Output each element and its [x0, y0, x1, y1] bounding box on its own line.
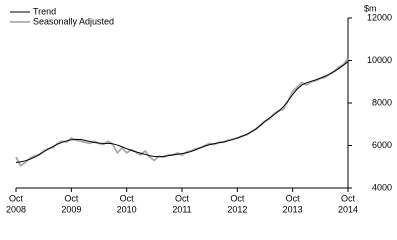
- x-tick-label: 2013: [283, 204, 303, 214]
- x-tick-label: Oct: [341, 193, 356, 203]
- x-tick-label: 2012: [227, 204, 247, 214]
- y-tick-label: 10000: [367, 55, 392, 65]
- x-tick-label: Oct: [9, 193, 24, 203]
- chart: $m 4000600080001000012000Oct2008Oct2009O…: [6, 3, 392, 214]
- legend-label: Seasonally Adjusted: [33, 16, 114, 26]
- x-tick-label: 2009: [61, 204, 81, 214]
- x-tick-label: Oct: [230, 193, 245, 203]
- legend-label: Trend: [33, 6, 56, 16]
- series-line: [15, 57, 349, 167]
- y-unit: $m: [364, 3, 377, 13]
- x-tick-label: Oct: [286, 193, 301, 203]
- x-tick-label: 2011: [172, 204, 191, 214]
- x-tick-label: 2014: [338, 204, 358, 214]
- series-line: [15, 61, 349, 163]
- y-tick-label: 4000: [372, 182, 392, 192]
- x-tick-label: Oct: [64, 193, 79, 203]
- y-tick-label: 8000: [372, 97, 392, 107]
- x-tick-label: Oct: [175, 193, 190, 203]
- y-tick-label: 6000: [372, 140, 392, 150]
- x-tick-label: 2008: [6, 204, 26, 214]
- x-tick-label: 2010: [117, 204, 137, 214]
- y-tick-label: 12000: [367, 12, 392, 22]
- x-tick-label: Oct: [120, 193, 135, 203]
